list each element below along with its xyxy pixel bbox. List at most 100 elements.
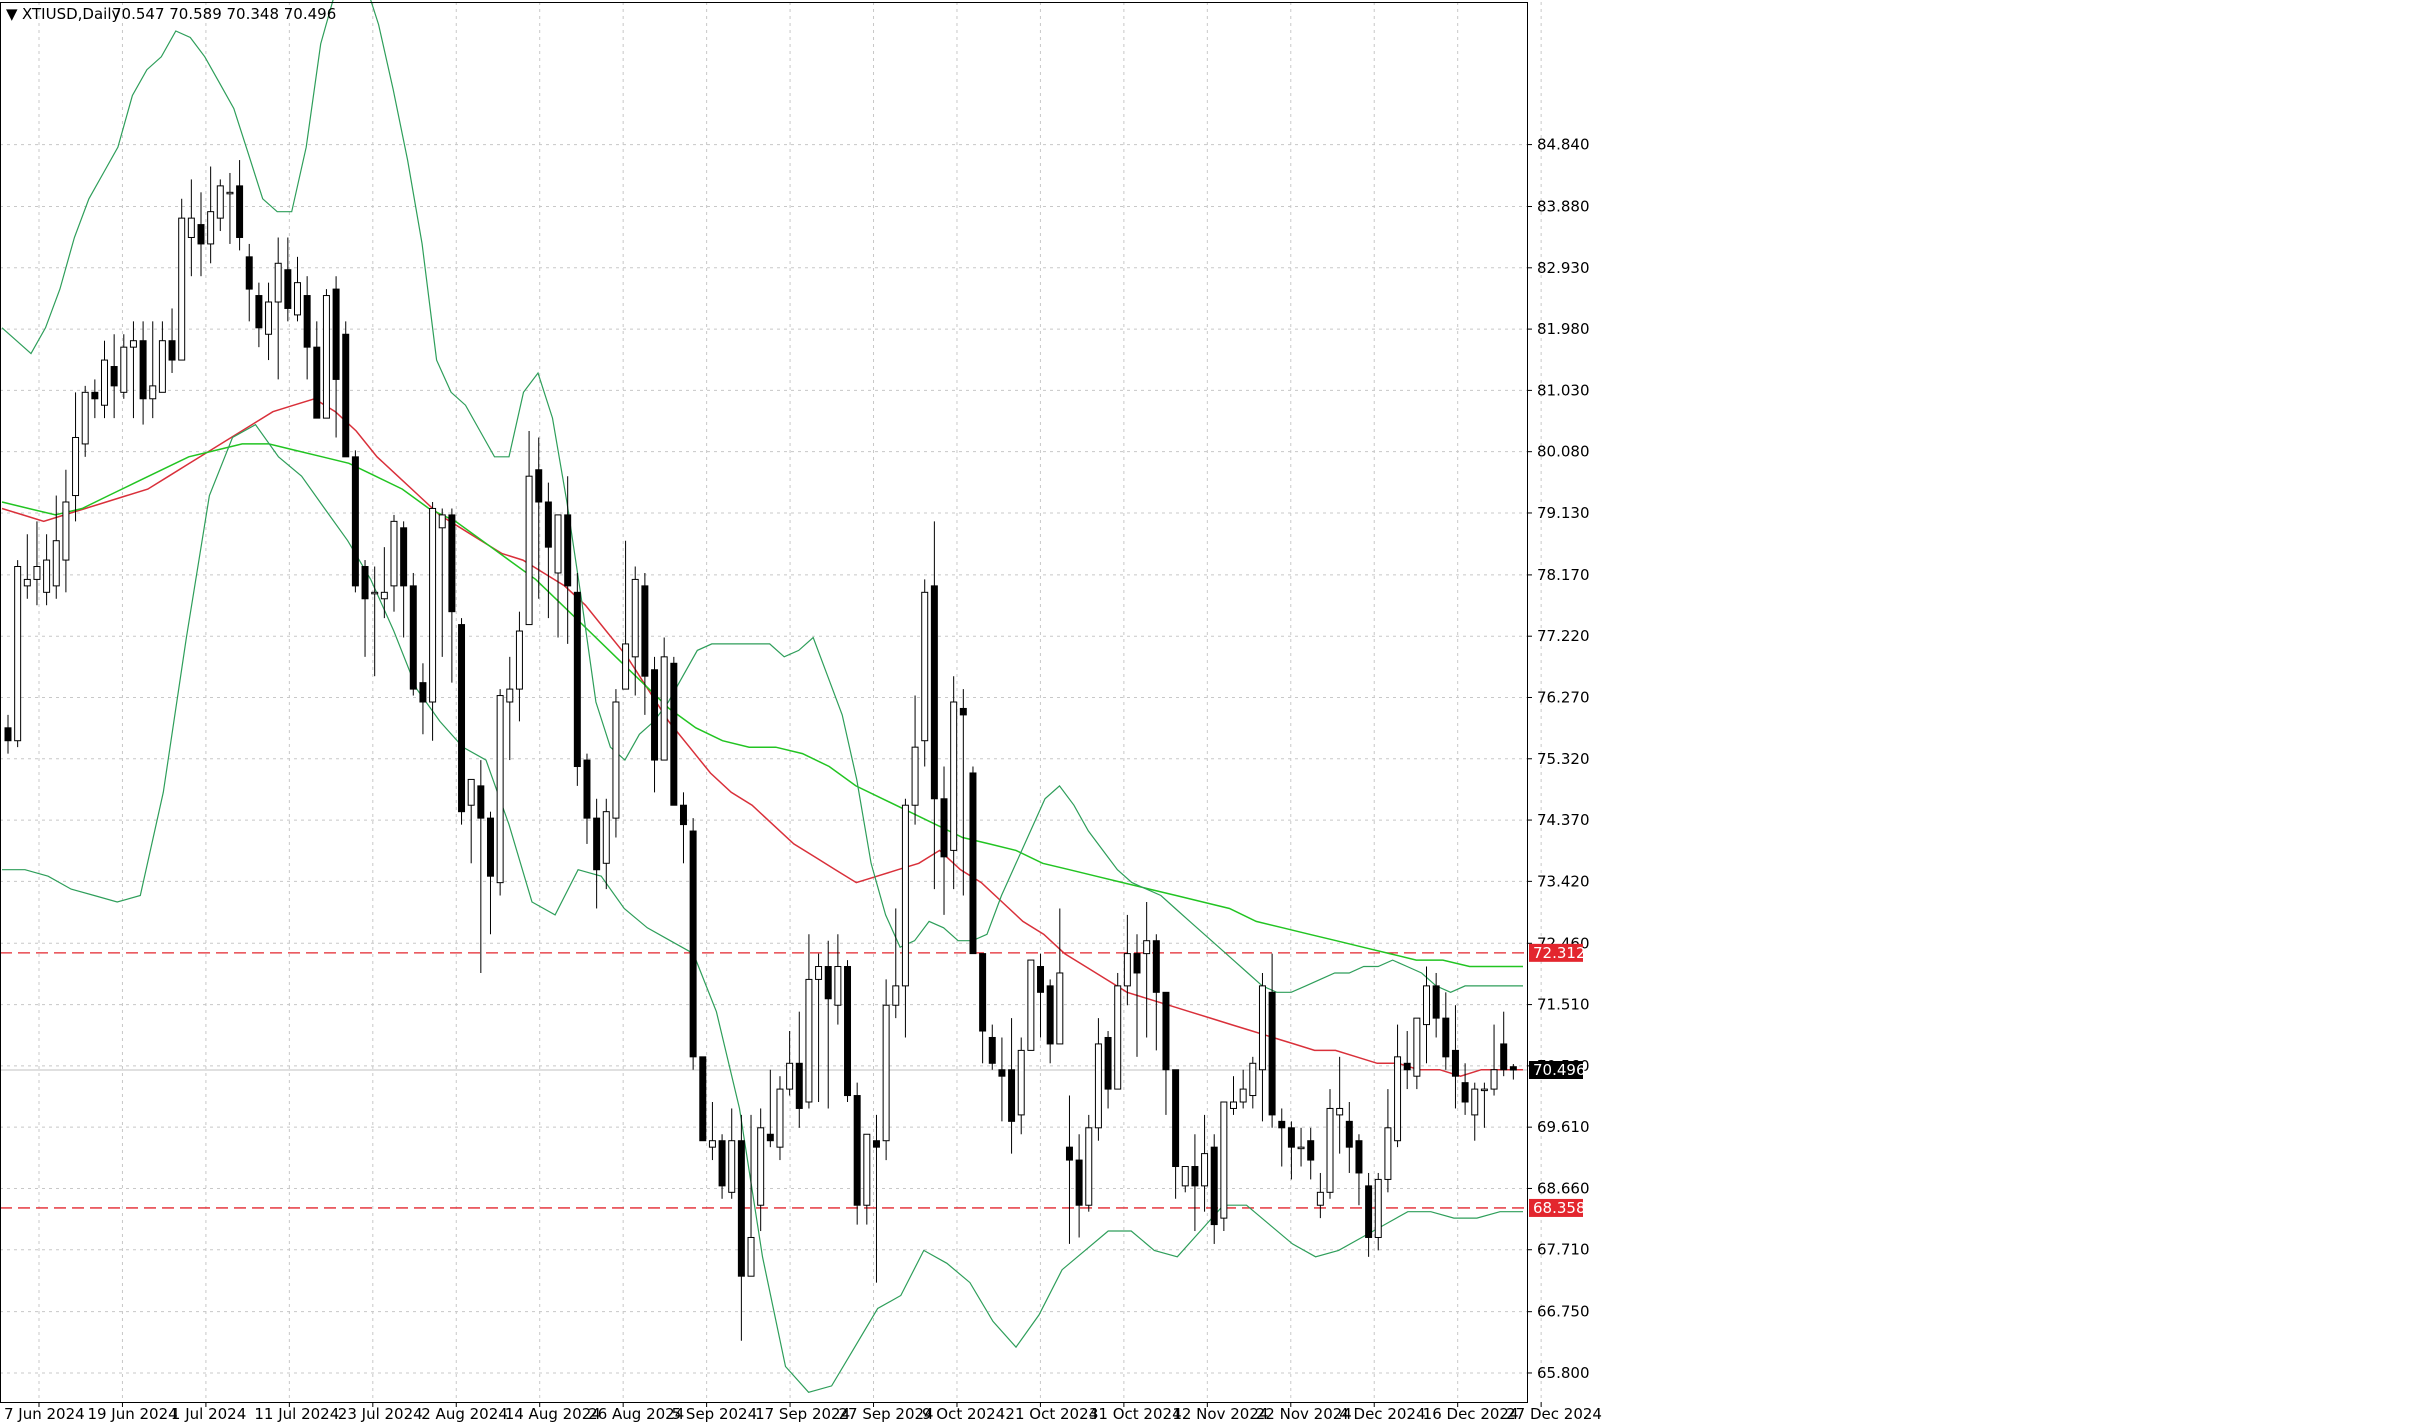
candle[interactable] bbox=[593, 798, 601, 909]
candle[interactable] bbox=[1336, 1056, 1344, 1154]
candle[interactable] bbox=[940, 766, 948, 915]
candle[interactable] bbox=[1394, 1024, 1402, 1148]
candle[interactable] bbox=[351, 450, 359, 593]
candle[interactable] bbox=[486, 811, 494, 935]
candle[interactable] bbox=[1316, 1172, 1324, 1219]
candle[interactable] bbox=[1065, 1095, 1073, 1244]
candle[interactable] bbox=[216, 179, 224, 232]
candle[interactable] bbox=[525, 431, 533, 626]
candle[interactable] bbox=[361, 560, 369, 657]
candle[interactable] bbox=[448, 508, 456, 683]
candle[interactable] bbox=[1355, 1134, 1363, 1206]
candle[interactable] bbox=[564, 476, 572, 644]
candle[interactable] bbox=[757, 1108, 765, 1232]
candle[interactable] bbox=[101, 340, 108, 419]
candle[interactable] bbox=[1172, 1069, 1180, 1199]
candle[interactable] bbox=[930, 521, 938, 890]
candle[interactable] bbox=[1278, 1108, 1286, 1167]
candle[interactable] bbox=[622, 540, 630, 690]
candle[interactable] bbox=[766, 1069, 774, 1148]
candle[interactable] bbox=[979, 953, 987, 1064]
candle[interactable] bbox=[496, 689, 504, 896]
candle[interactable] bbox=[1152, 934, 1160, 1051]
candle[interactable] bbox=[303, 276, 311, 380]
candle[interactable] bbox=[911, 695, 919, 825]
candle[interactable] bbox=[1451, 1005, 1459, 1109]
candle[interactable] bbox=[1287, 1121, 1295, 1180]
candle[interactable] bbox=[72, 392, 80, 522]
chart-menu-icon[interactable]: ▼ bbox=[6, 5, 18, 23]
candle[interactable] bbox=[1249, 1056, 1257, 1109]
candle[interactable] bbox=[689, 818, 697, 1070]
candle[interactable] bbox=[795, 1011, 803, 1128]
candle[interactable] bbox=[4, 714, 12, 754]
candle[interactable] bbox=[255, 282, 263, 348]
candle[interactable] bbox=[129, 321, 137, 419]
candle[interactable] bbox=[284, 237, 292, 322]
candle[interactable] bbox=[901, 798, 909, 1038]
candle[interactable] bbox=[91, 379, 99, 419]
candle[interactable] bbox=[293, 256, 301, 322]
candle[interactable] bbox=[998, 1037, 1006, 1122]
candle[interactable] bbox=[1365, 1172, 1373, 1257]
candle[interactable] bbox=[1220, 1101, 1228, 1232]
candle[interactable] bbox=[1258, 972, 1266, 1122]
candle[interactable] bbox=[651, 656, 659, 793]
candle[interactable] bbox=[139, 321, 147, 425]
candle[interactable] bbox=[718, 1134, 726, 1199]
candle[interactable] bbox=[265, 282, 273, 361]
candle[interactable] bbox=[81, 385, 89, 457]
candle[interactable] bbox=[554, 514, 562, 638]
candle[interactable] bbox=[1403, 1031, 1411, 1090]
candle[interactable] bbox=[458, 618, 466, 825]
candle[interactable] bbox=[882, 979, 890, 1161]
candle[interactable] bbox=[1104, 1031, 1112, 1109]
candle[interactable] bbox=[1075, 1134, 1083, 1238]
candle[interactable] bbox=[322, 289, 330, 419]
candle[interactable] bbox=[737, 1114, 745, 1341]
candle[interactable] bbox=[679, 792, 687, 864]
candle[interactable] bbox=[844, 960, 852, 1102]
candle[interactable] bbox=[612, 689, 620, 838]
candle[interactable] bbox=[14, 560, 22, 748]
candle[interactable] bbox=[872, 1114, 880, 1283]
candle[interactable] bbox=[371, 566, 379, 677]
candle[interactable] bbox=[1480, 1082, 1488, 1128]
candle[interactable] bbox=[747, 1114, 755, 1277]
candle[interactable] bbox=[158, 321, 166, 393]
candle[interactable] bbox=[805, 934, 813, 1109]
candle[interactable] bbox=[409, 572, 417, 696]
candle[interactable] bbox=[52, 495, 60, 599]
candle[interactable] bbox=[1017, 1037, 1025, 1135]
candle[interactable] bbox=[178, 198, 186, 361]
candle[interactable] bbox=[62, 469, 70, 593]
candle[interactable] bbox=[544, 482, 552, 619]
candle[interactable] bbox=[168, 308, 176, 373]
candle[interactable] bbox=[863, 1133, 871, 1225]
candle[interactable] bbox=[573, 572, 581, 786]
candle[interactable] bbox=[245, 243, 253, 322]
candle[interactable] bbox=[1239, 1069, 1247, 1109]
candle[interactable] bbox=[602, 798, 610, 890]
candle[interactable] bbox=[950, 676, 958, 890]
candle[interactable] bbox=[149, 321, 157, 419]
candle[interactable] bbox=[631, 566, 639, 696]
candle[interactable] bbox=[1384, 1089, 1392, 1193]
candle[interactable] bbox=[1374, 1172, 1382, 1251]
candle[interactable] bbox=[274, 237, 282, 380]
candle[interactable] bbox=[1307, 1127, 1315, 1180]
candle[interactable] bbox=[1345, 1102, 1353, 1173]
candle[interactable] bbox=[1201, 1114, 1209, 1212]
candle[interactable] bbox=[506, 656, 514, 761]
candle[interactable] bbox=[120, 334, 128, 399]
candle[interactable] bbox=[23, 534, 31, 599]
candle[interactable] bbox=[1413, 1017, 1421, 1090]
candle[interactable] bbox=[207, 166, 215, 264]
candle[interactable] bbox=[197, 192, 205, 277]
candle[interactable] bbox=[187, 179, 195, 277]
candle[interactable] bbox=[786, 1031, 794, 1096]
candle[interactable] bbox=[583, 753, 591, 844]
candle[interactable] bbox=[1490, 1024, 1498, 1096]
candle[interactable] bbox=[43, 534, 51, 606]
